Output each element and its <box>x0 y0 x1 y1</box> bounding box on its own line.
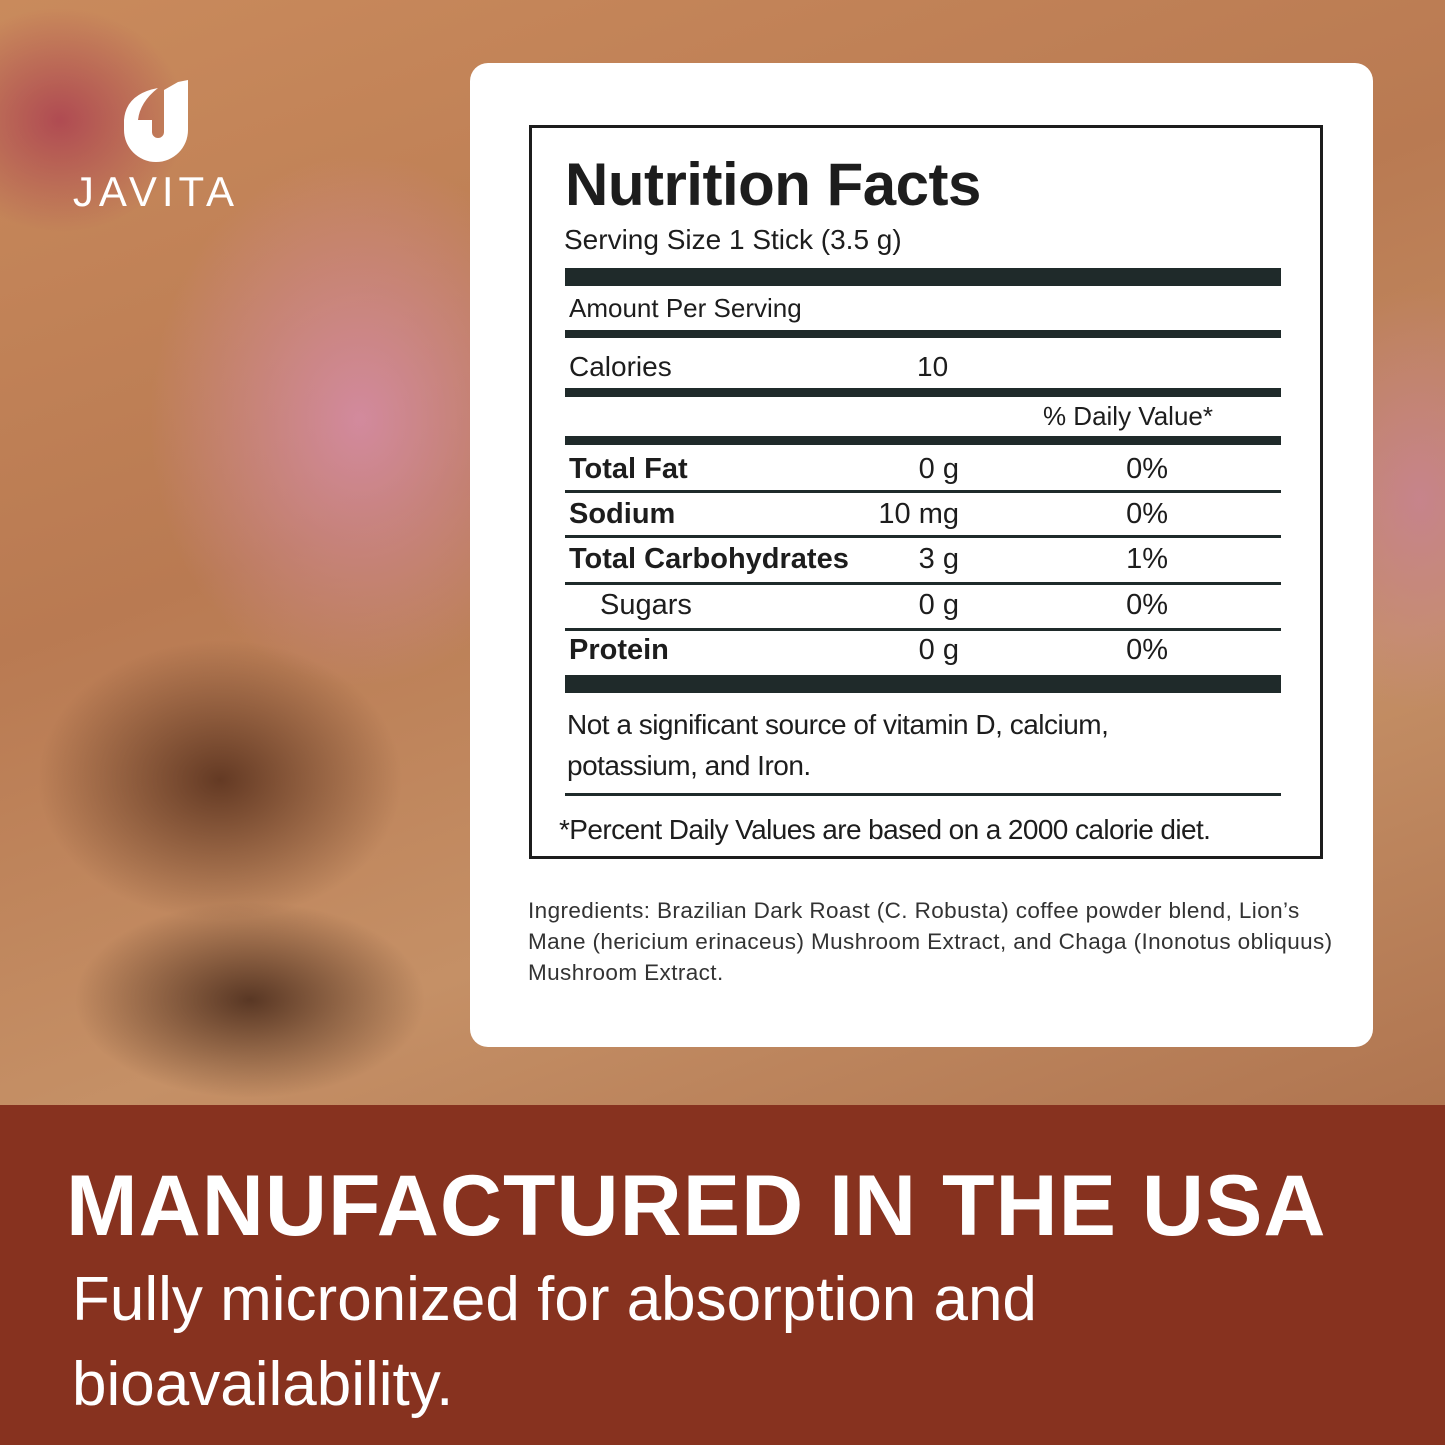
row-amount: 3 g <box>918 543 959 575</box>
daily-value-footnote: *Percent Daily Values are based on a 200… <box>559 814 1211 845</box>
daily-value-header: % Daily Value* <box>1042 401 1213 431</box>
row-name: Protein <box>569 634 669 666</box>
banner-subtext: Fully micronized for absorption and bioa… <box>72 1265 1037 1419</box>
row-dv: 0% <box>1126 589 1168 621</box>
calories-value: 10 <box>917 351 949 382</box>
calories-label: Calories <box>569 351 672 382</box>
divider <box>565 582 1281 585</box>
divider <box>565 628 1281 631</box>
divider <box>565 330 1281 338</box>
label-title: Nutrition Facts <box>565 151 981 218</box>
banner-headline: MANUFACTURED IN THE USA <box>66 1158 1327 1254</box>
row-dv: 1% <box>1126 543 1168 575</box>
ingredients-text: Ingredients: Brazilian Dark Roast (C. Ro… <box>528 898 1333 985</box>
brand-name: JAVITA <box>72 168 240 215</box>
bottom-banner: MANUFACTURED IN THE USA Fully micronized… <box>0 1105 1445 1445</box>
divider <box>565 436 1281 445</box>
divider <box>565 388 1281 397</box>
divider <box>565 793 1281 796</box>
divider <box>565 675 1281 693</box>
row-amount: 0 g <box>918 453 959 485</box>
javita-j-icon <box>124 80 188 162</box>
row-amount: 0 g <box>918 634 959 666</box>
serving-size: Serving Size 1 Stick (3.5 g) <box>564 224 902 255</box>
row-amount: 0 g <box>918 589 959 621</box>
divider <box>565 490 1281 493</box>
row-amount: 10 mg <box>878 498 959 530</box>
nutrition-facts-label: Nutrition Facts Serving Size 1 Stick (3.… <box>529 125 1323 859</box>
row-name: Sugars <box>600 589 692 621</box>
nutrition-card: Nutrition Facts Serving Size 1 Stick (3.… <box>470 63 1373 1047</box>
row-name: Sodium <box>569 498 676 530</box>
row-dv: 0% <box>1126 634 1168 666</box>
divider <box>565 268 1281 286</box>
row-name: Total Fat <box>569 453 688 485</box>
amount-per-serving: Amount Per Serving <box>569 293 802 323</box>
brand-logo: JAVITA <box>66 80 246 216</box>
nutrient-note: potassium, and Iron. <box>567 750 811 781</box>
row-name: Total Carbohydrates <box>569 543 849 575</box>
nutrient-note: Not a significant source of vitamin D, c… <box>567 709 1109 740</box>
row-dv: 0% <box>1126 453 1168 485</box>
row-dv: 0% <box>1126 498 1168 530</box>
divider <box>565 535 1281 538</box>
